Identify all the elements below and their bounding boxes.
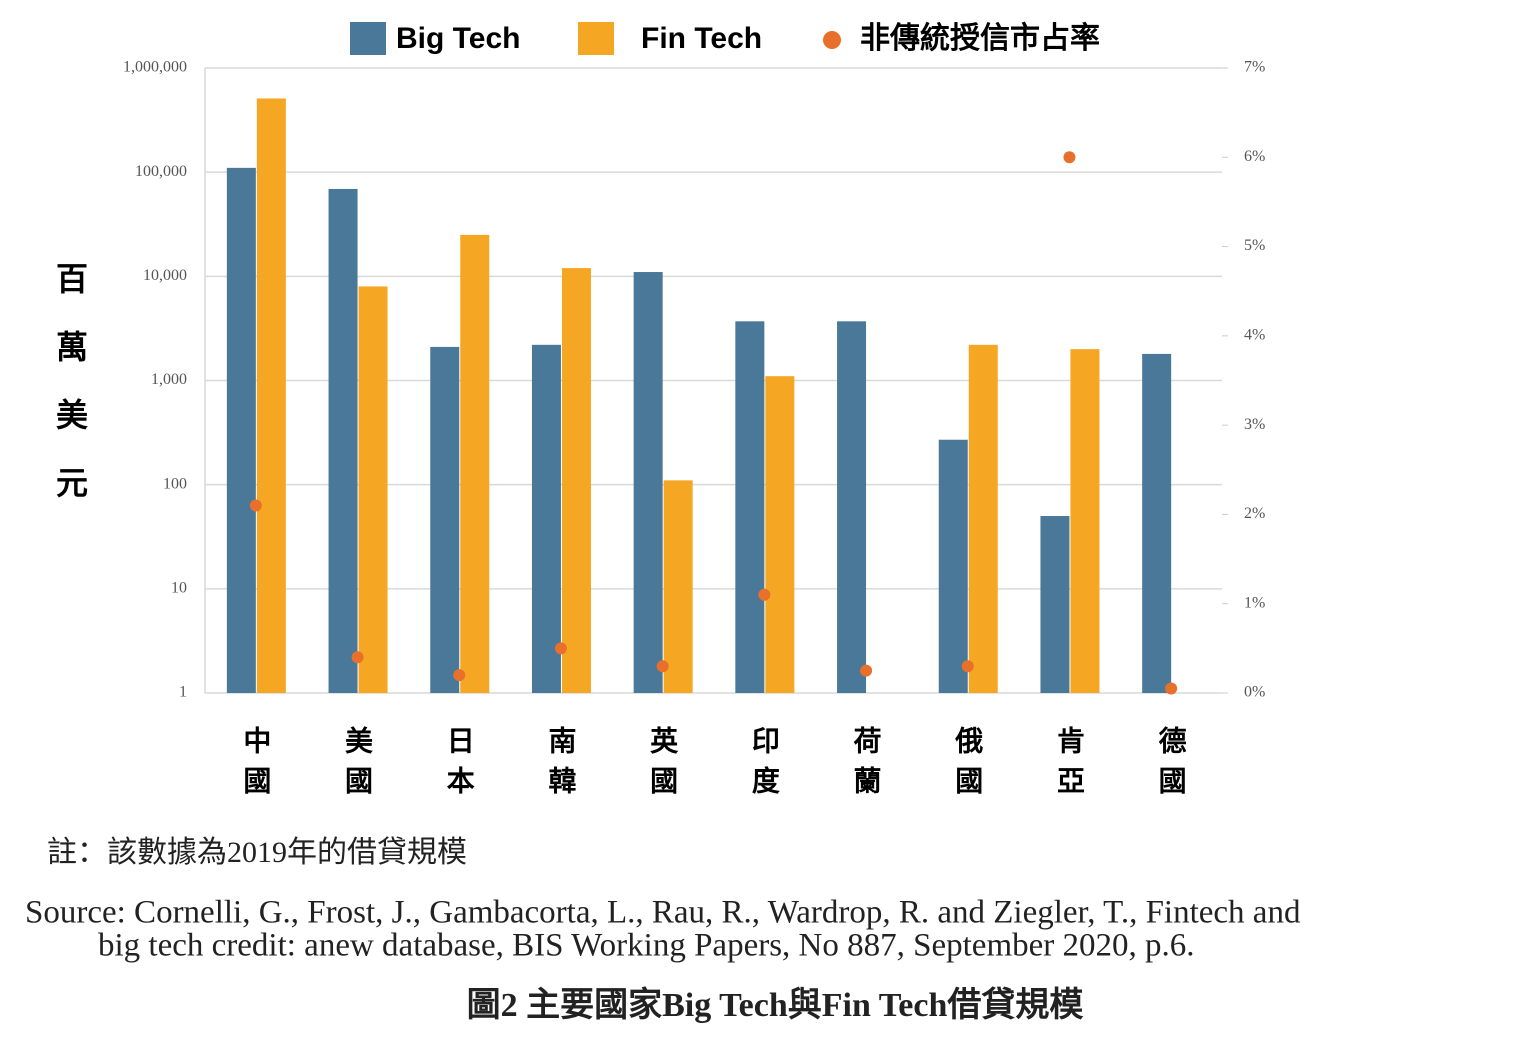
bar	[968, 344, 998, 693]
note: 註：該數據為2019年的借貸規模	[47, 836, 467, 869]
x-tick-label: 日本	[444, 726, 475, 806]
bar	[633, 272, 663, 693]
x-tick-label: 荷蘭	[851, 726, 882, 806]
point	[860, 664, 873, 677]
x-tick-label: 德國	[1156, 726, 1187, 806]
x-tick-label: 印度	[749, 726, 780, 806]
bar	[765, 376, 795, 693]
x-tick-label: 俄國	[952, 726, 984, 806]
bar	[837, 321, 867, 693]
y2-tick-label: 6%	[1244, 148, 1265, 165]
point	[1063, 151, 1076, 164]
point	[1165, 682, 1178, 695]
y-tick-label: 10,000	[143, 267, 187, 284]
y2-tick-label: 1%	[1244, 594, 1265, 611]
point	[351, 651, 364, 664]
x-tick-label: 中國	[240, 726, 271, 806]
bar	[256, 98, 286, 694]
legend-label: Fin Tech	[641, 22, 762, 55]
point	[758, 588, 771, 601]
y-tick-label: 100	[163, 475, 187, 492]
legend-label: Big Tech	[396, 22, 520, 55]
point	[249, 499, 262, 512]
y-tick-label: 100,000	[135, 163, 187, 180]
y2-tick-label: 5%	[1244, 237, 1265, 254]
bar	[430, 346, 460, 693]
y2-tick-label: 4%	[1244, 327, 1265, 344]
bar	[663, 480, 693, 693]
bar	[226, 167, 256, 694]
source-line: big tech credit: anew database, BIS Work…	[98, 928, 1195, 964]
bar	[1040, 516, 1070, 693]
point	[961, 660, 974, 673]
y-tick-label: 10	[171, 580, 187, 597]
y-axis-title: 百萬美元	[52, 262, 88, 534]
bar	[1070, 349, 1100, 693]
point	[656, 660, 669, 673]
bar	[561, 268, 591, 693]
source-line: Source: Cornelli, G., Frost, J., Gambaco…	[25, 895, 1301, 931]
legend-marker	[578, 22, 614, 55]
caption: 圖2 主要國家Big Tech與Fin Tech借貸規模	[467, 986, 1084, 1024]
bar	[735, 321, 765, 693]
x-tick-label: 美國	[342, 726, 373, 806]
legend-marker	[350, 22, 386, 55]
bar	[358, 286, 388, 693]
y2-tick-label: 2%	[1244, 505, 1265, 522]
bar	[328, 188, 358, 693]
y2-tick-label: 7%	[1244, 59, 1265, 76]
point	[453, 669, 466, 682]
y-tick-label: 1,000	[151, 371, 187, 388]
y2-tick-label: 0%	[1244, 684, 1265, 701]
y-tick-label: 1	[179, 684, 187, 701]
bar	[531, 344, 561, 693]
x-tick-label: 肯亞	[1054, 726, 1085, 806]
bar	[460, 234, 490, 693]
legend-marker	[823, 31, 841, 49]
y-tick-label: 1,000,000	[123, 59, 187, 76]
legend-label: 非傳統授信市占率	[860, 21, 1100, 55]
point	[554, 642, 567, 655]
x-tick-label: 英國	[647, 726, 678, 806]
bar	[1142, 353, 1172, 693]
bar	[938, 439, 968, 693]
x-tick-label: 南韓	[545, 726, 576, 806]
y2-tick-label: 3%	[1244, 416, 1265, 433]
